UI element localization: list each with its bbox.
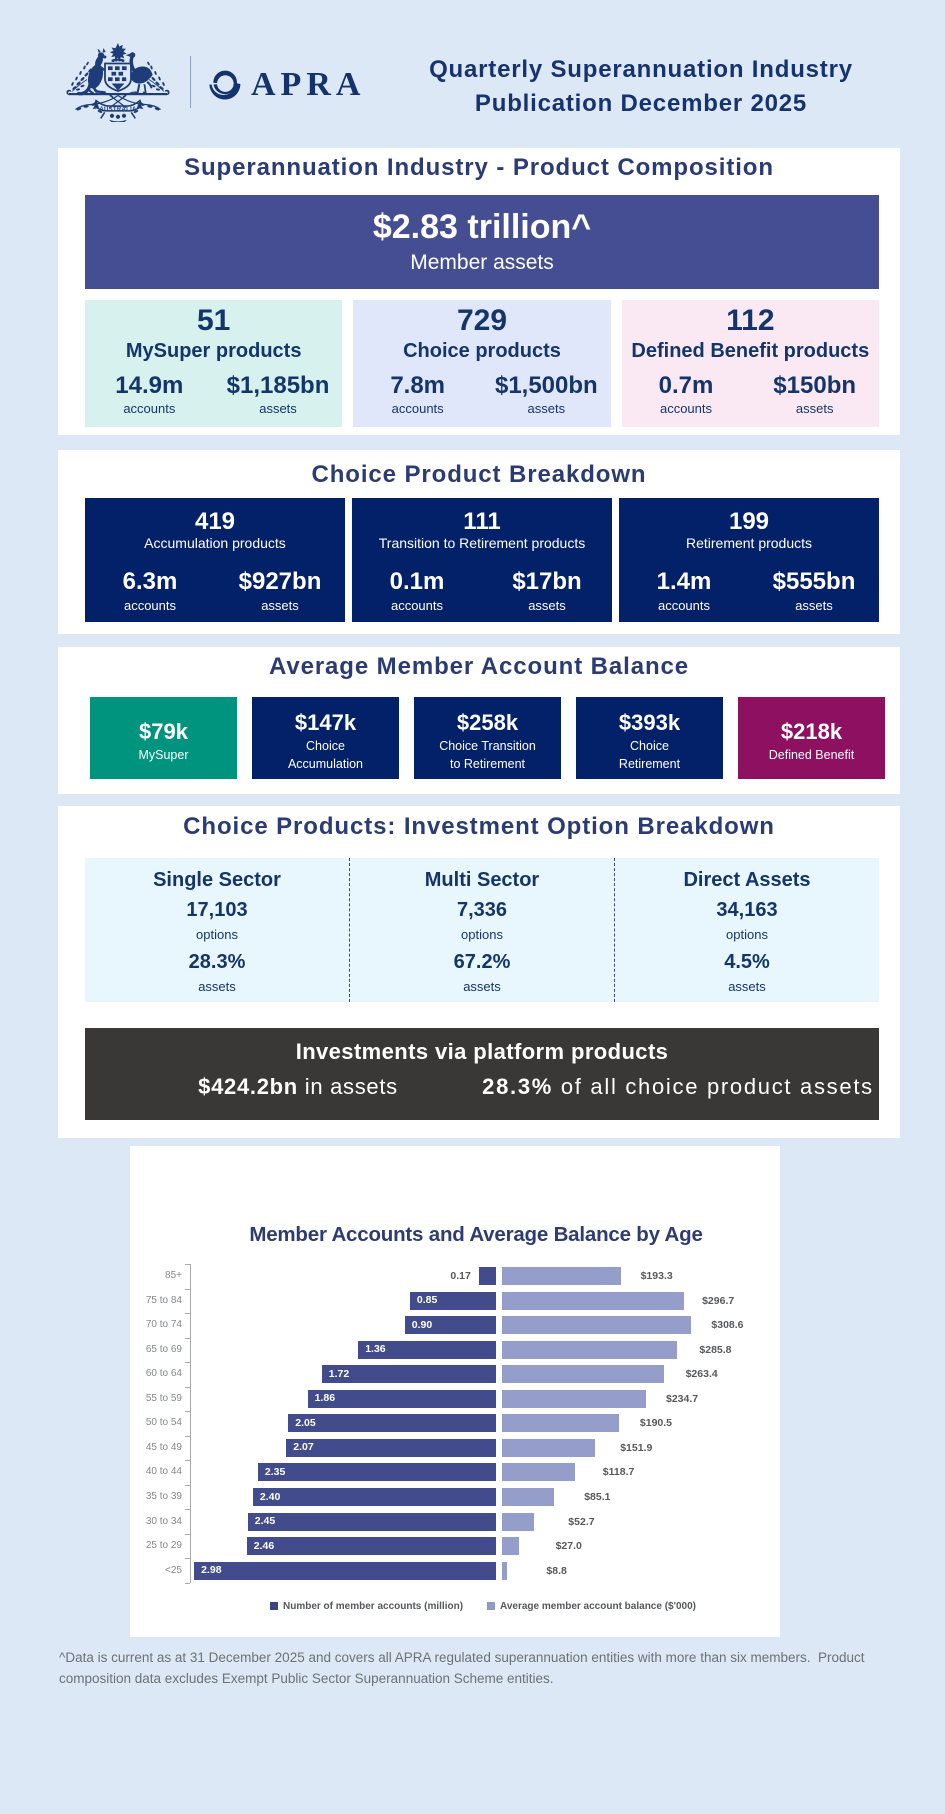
svg-text:AUSTRALIA: AUSTRALIA	[99, 107, 137, 113]
svg-text:APRA: APRA	[251, 66, 365, 103]
